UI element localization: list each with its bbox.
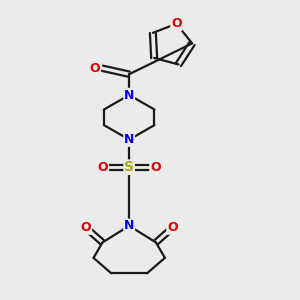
Text: N: N [124,133,134,146]
Text: S: S [124,160,134,174]
Text: O: O [150,161,161,174]
Text: N: N [124,88,134,101]
Text: O: O [81,221,92,234]
Text: N: N [124,219,134,232]
Text: O: O [90,62,100,75]
Text: O: O [98,161,108,174]
Text: O: O [171,17,182,30]
Text: O: O [167,221,178,234]
